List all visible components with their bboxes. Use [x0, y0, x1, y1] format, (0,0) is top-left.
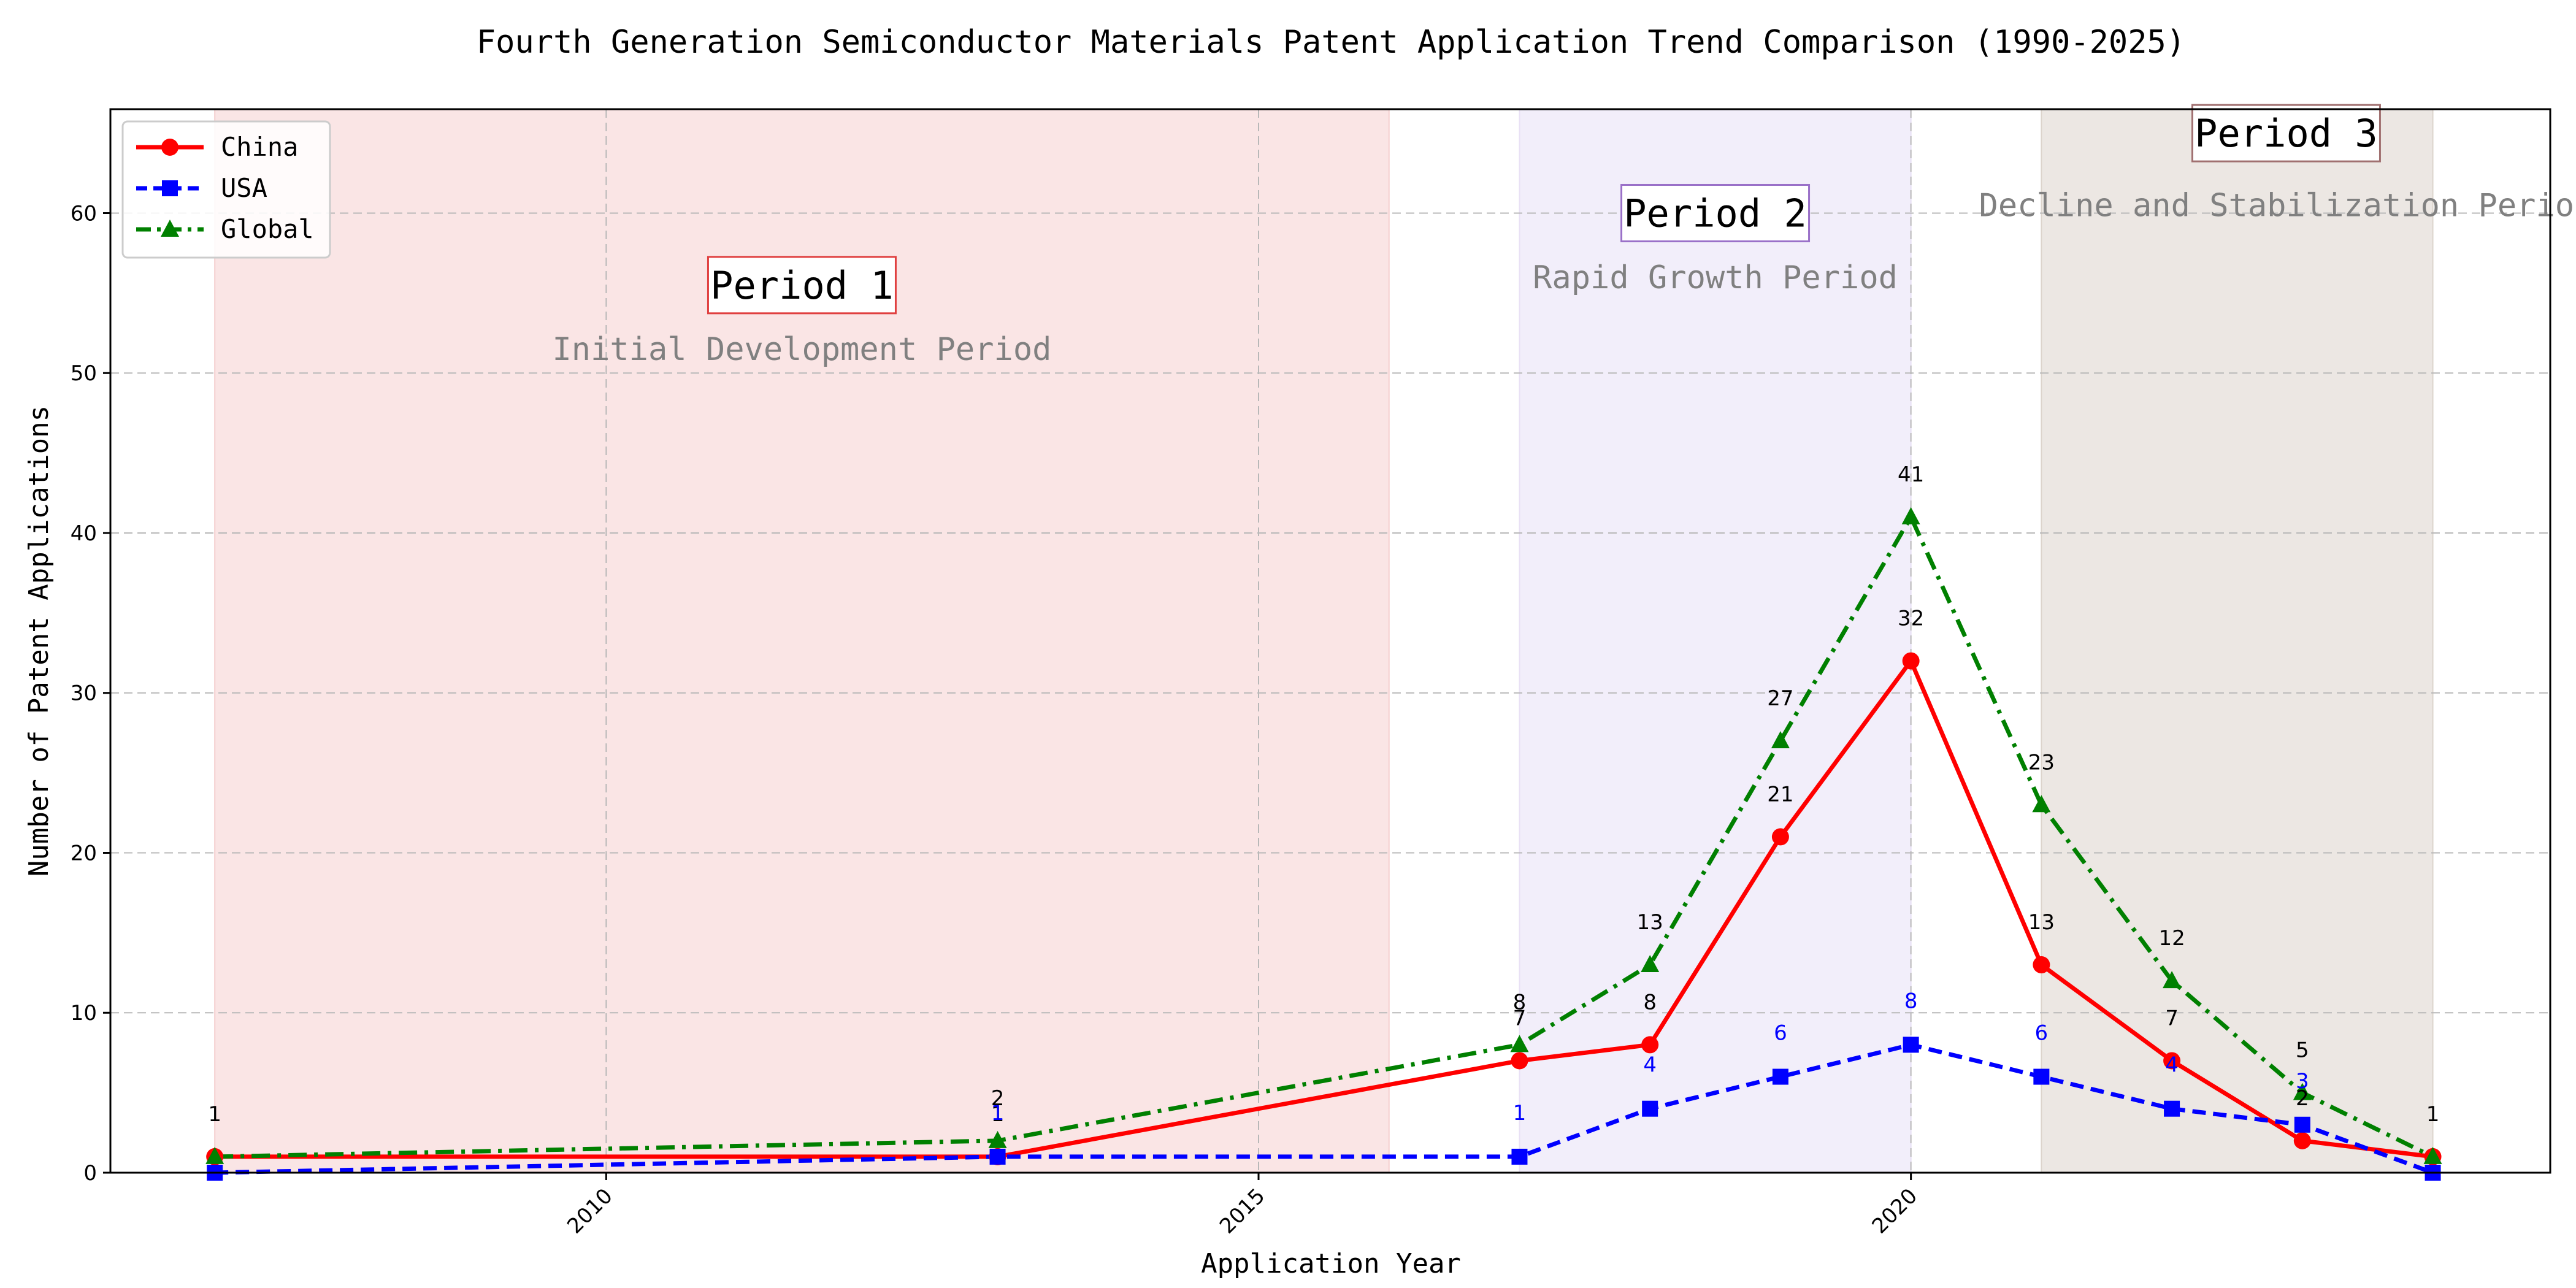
x-tick-label: 2015	[1215, 1184, 1270, 1238]
y-axis-ticks: 0 10 20 30 40 50 60	[71, 201, 110, 1186]
data-point-usa	[1903, 1037, 1919, 1052]
data-point-usa	[2294, 1117, 2310, 1133]
data-point-usa	[990, 1149, 1006, 1165]
data-point-china	[2033, 956, 2050, 973]
data-label-china: 1	[208, 1102, 221, 1127]
period-subtitle-2: Rapid Growth Period	[1533, 259, 1898, 296]
data-label-china: 13	[2028, 910, 2055, 935]
data-label-china: 7	[2165, 1006, 2179, 1030]
x-tick-label: 2020	[1868, 1184, 1922, 1238]
data-label-usa: 6	[2035, 1021, 2049, 1046]
data-label-global: 13	[1637, 910, 1663, 935]
data-label-china: 8	[1643, 990, 1657, 1014]
data-label-china: 32	[1898, 607, 1924, 631]
x-axis-label: Application Year	[1201, 1248, 1461, 1279]
legend-marker-china	[161, 139, 178, 156]
legend-label-china: China	[221, 132, 298, 162]
data-label-usa: 6	[1774, 1021, 1787, 1046]
legend-marker-usa	[162, 180, 178, 196]
period-subtitle-3: Decline and Stabilization Period	[1979, 187, 2576, 224]
data-point-china	[1641, 1036, 1658, 1053]
data-label-global: 27	[1767, 686, 1793, 711]
data-point-usa	[1773, 1069, 1788, 1085]
data-label-global: 41	[1898, 462, 1924, 487]
data-label-china: 1	[2426, 1102, 2440, 1127]
period-title-3: Period 3	[2195, 111, 2378, 156]
data-point-usa	[1642, 1101, 1658, 1117]
legend-label-global: Global	[221, 214, 314, 244]
data-label-global: 12	[2158, 926, 2185, 951]
y-tick-label: 60	[71, 201, 97, 226]
y-tick-label: 20	[71, 841, 97, 865]
x-tick-label: 2010	[562, 1184, 617, 1238]
data-label-global: 2	[991, 1086, 1005, 1111]
data-point-usa	[2033, 1069, 2049, 1085]
chart-title: Fourth Generation Semiconductor Material…	[477, 24, 2185, 61]
data-label-usa: 1	[1513, 1101, 1527, 1125]
data-point-usa	[1511, 1149, 1527, 1165]
y-tick-label: 10	[71, 1001, 97, 1025]
y-tick-label: 50	[71, 361, 97, 386]
data-point-china	[1903, 653, 1920, 670]
data-label-usa: 3	[2296, 1069, 2309, 1094]
data-label-global: 23	[2028, 750, 2055, 775]
period-subtitle-1: Initial Development Period	[552, 331, 1051, 368]
x-axis-ticks: 2010 2015 2020	[562, 1173, 1922, 1239]
data-label-china: 21	[1767, 782, 1793, 807]
legend: China USA Global	[123, 121, 330, 258]
data-label-global: 8	[1513, 990, 1527, 1014]
period-title-1: Period 1	[710, 263, 894, 308]
data-point-china	[2294, 1132, 2311, 1149]
y-axis-label: Number of Patent Applications	[23, 405, 55, 876]
y-tick-label: 0	[83, 1161, 97, 1186]
period-title-2: Period 2	[1623, 191, 1807, 236]
data-point-china	[1772, 828, 1789, 845]
data-point-china	[1511, 1052, 1528, 1069]
data-label-usa: 4	[1643, 1053, 1657, 1078]
data-point-usa	[2164, 1101, 2180, 1117]
legend-label-usa: USA	[221, 173, 267, 203]
y-tick-label: 40	[71, 521, 97, 546]
y-tick-label: 30	[71, 681, 97, 706]
data-label-usa: 8	[1904, 989, 1918, 1013]
data-label-global: 5	[2296, 1038, 2309, 1063]
data-label-usa: 4	[2165, 1053, 2179, 1078]
